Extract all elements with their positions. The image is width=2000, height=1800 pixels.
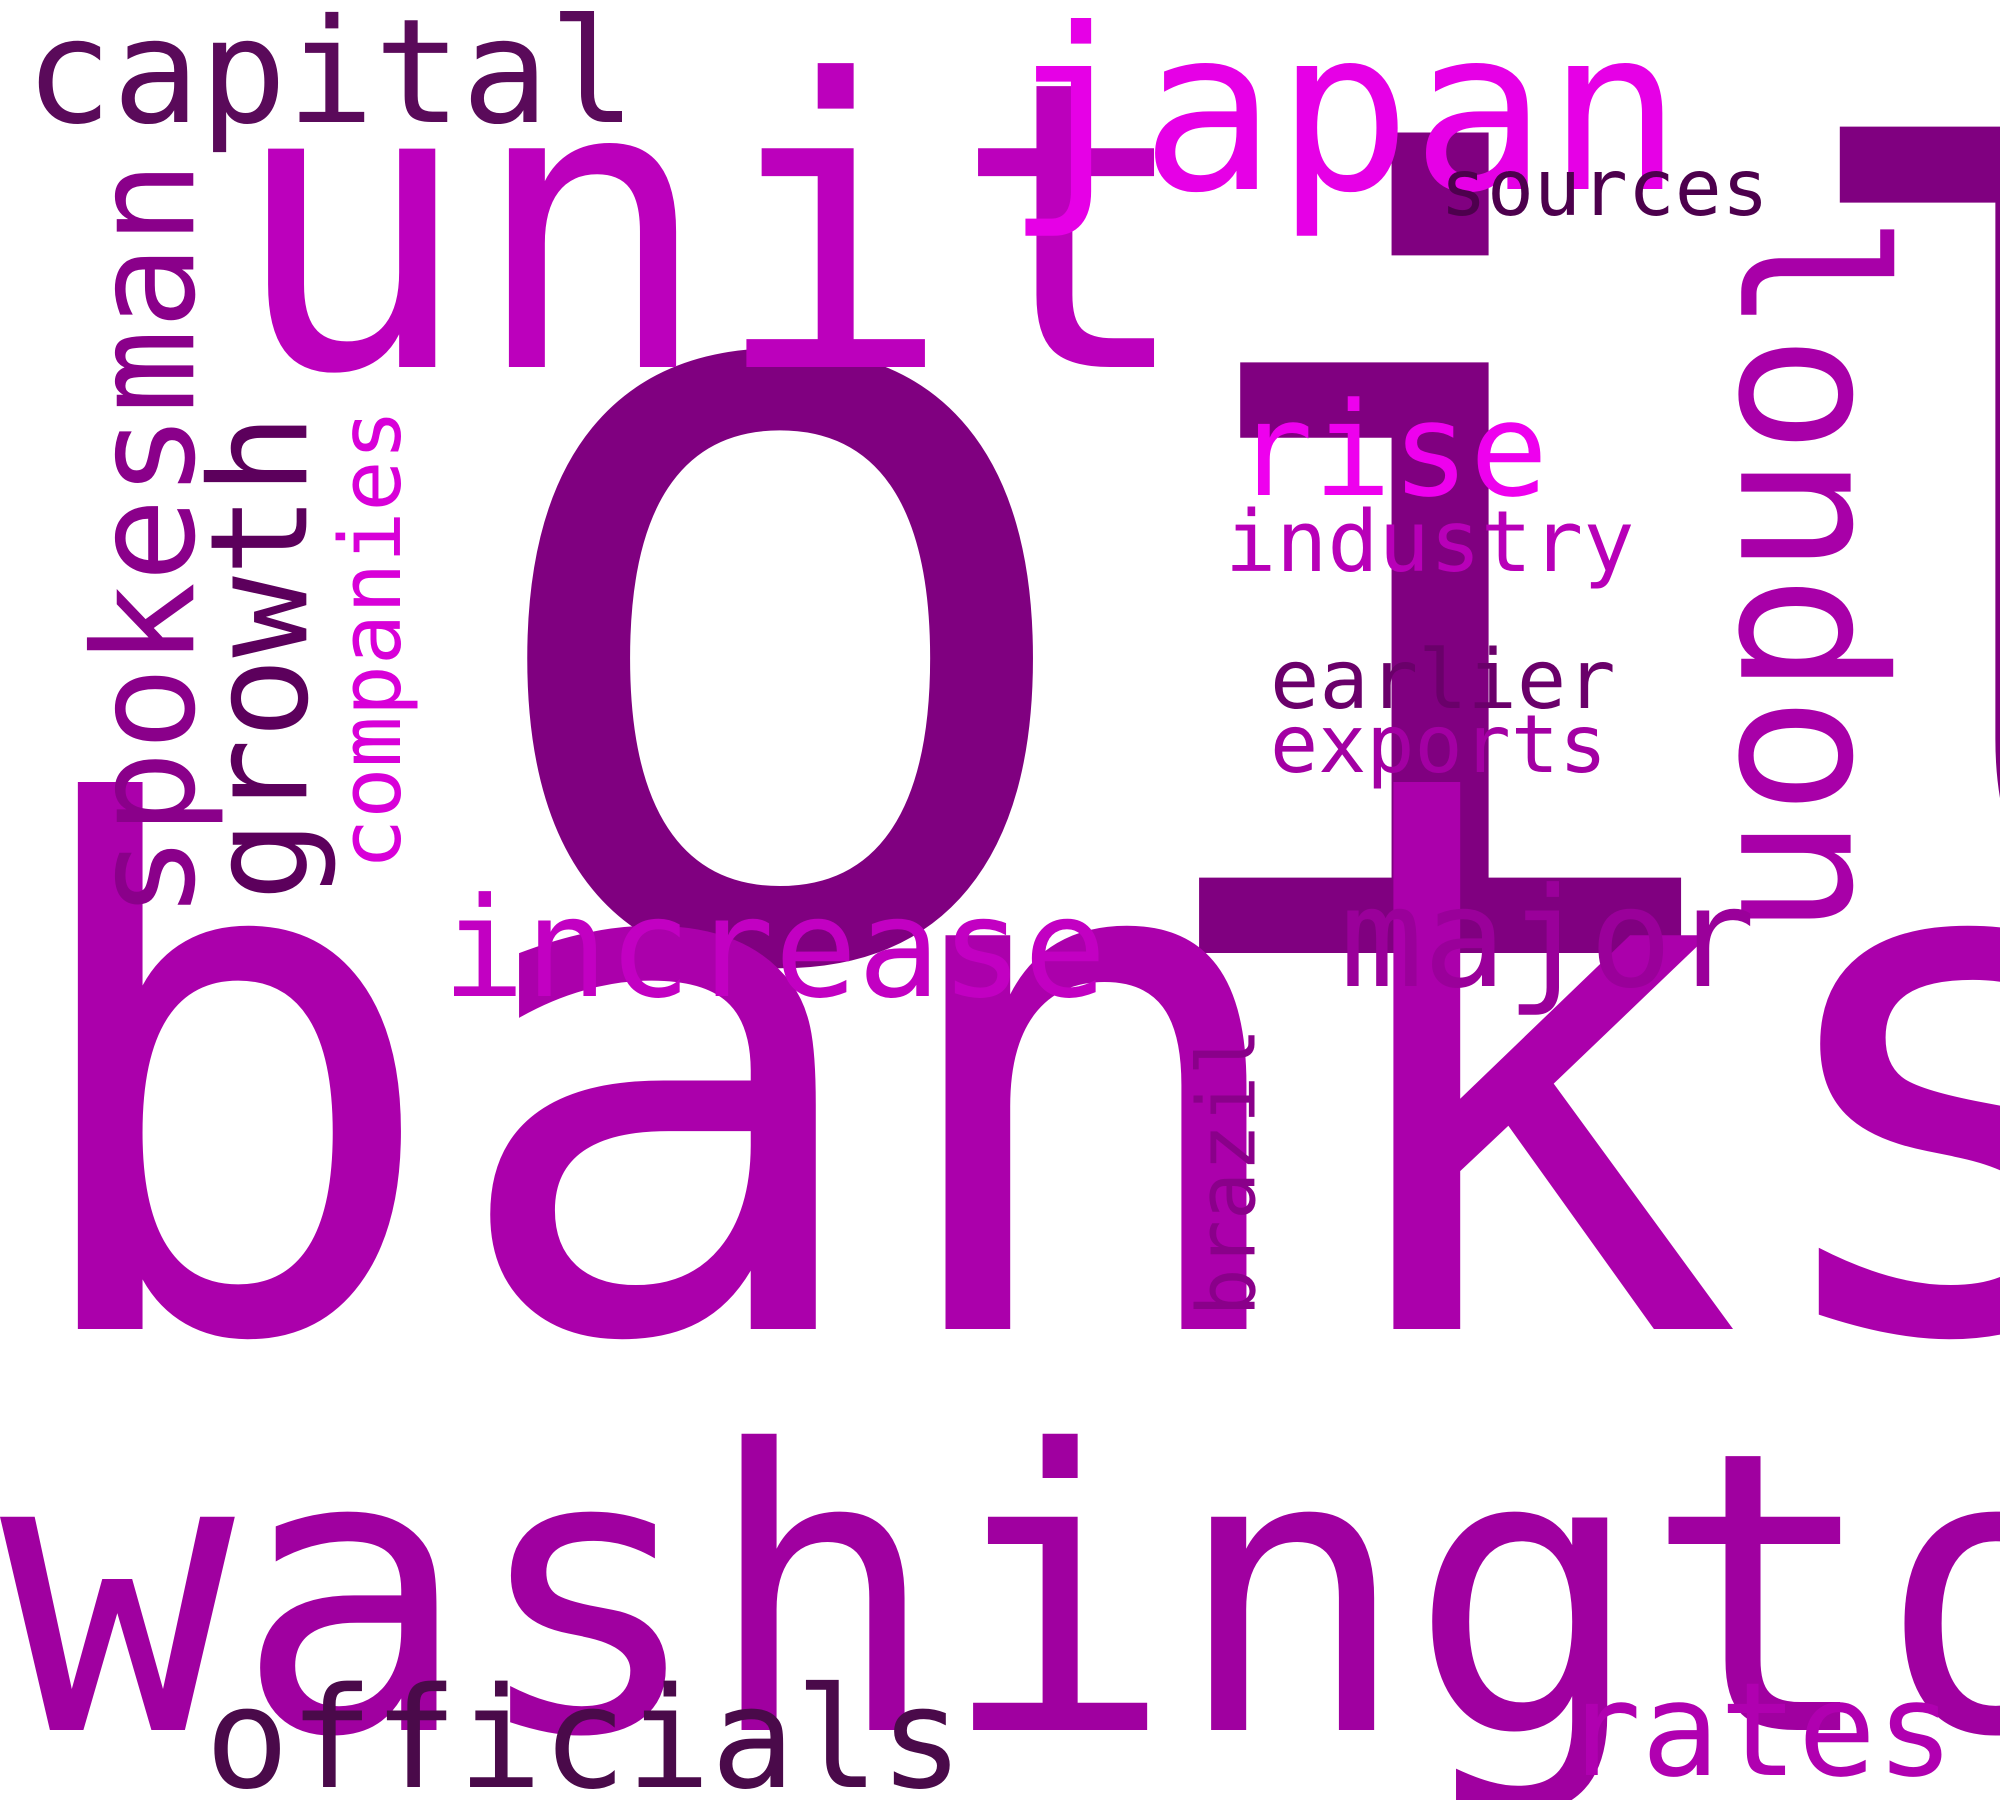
word-rates: rates bbox=[1563, 1654, 1955, 1800]
word-industry: industry bbox=[1225, 493, 1635, 592]
word-earlier: earlier bbox=[1270, 633, 1616, 728]
word-oil: oil bbox=[455, 0, 2000, 1208]
word-exports: exports bbox=[1270, 698, 1608, 791]
word-major: major bbox=[1340, 858, 1756, 1019]
word-companies: companies bbox=[321, 409, 421, 870]
word-sources: sources bbox=[1440, 144, 1769, 234]
word-growth: growth bbox=[181, 413, 339, 902]
word-banks: banks bbox=[10, 661, 2000, 1499]
word-rise: rise bbox=[1235, 374, 1549, 526]
word-unit: unit bbox=[230, 0, 1194, 462]
word-increase: increase bbox=[442, 868, 1107, 1029]
word-washington: washington bbox=[0, 1368, 2000, 1800]
word-brazil: brazil bbox=[1180, 1027, 1274, 1317]
word-officials: officials bbox=[205, 1658, 964, 1800]
word-london: london bbox=[1693, 213, 1927, 937]
word-japan: japan bbox=[1005, 0, 1683, 243]
word-capital: capital bbox=[25, 0, 637, 157]
